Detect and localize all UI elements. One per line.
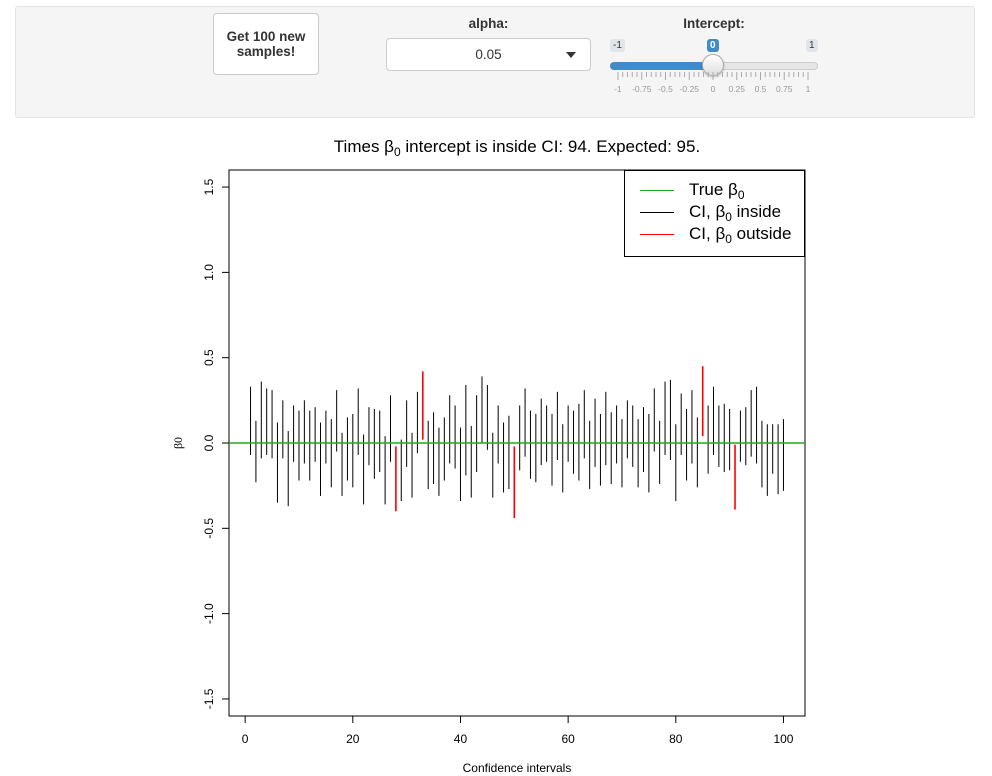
slider-min-label: -1	[610, 39, 625, 52]
x-tick-label: 0	[242, 732, 249, 746]
plot-title-subscript: 0	[393, 145, 401, 159]
plot-title-prefix: Times β	[333, 137, 394, 156]
intercept-slider-fill	[610, 62, 713, 70]
x-tick-label: 80	[669, 732, 683, 746]
slider-grid-label: -0.75	[632, 84, 652, 94]
intercept-label: Intercept:	[683, 16, 745, 31]
alpha-label: alpha:	[468, 16, 509, 31]
x-tick-label: 100	[773, 732, 793, 746]
legend-swatch	[640, 212, 674, 213]
legend-swatch	[640, 234, 674, 235]
legend-label: CI, β0 inside	[689, 202, 782, 224]
y-axis-label: β0	[171, 437, 185, 449]
legend-label: CI, β0 outside	[689, 224, 792, 246]
alpha-select[interactable]: 0.05	[386, 38, 591, 71]
slider-grid-label: 1	[805, 84, 811, 94]
slider-grid-label: -1	[614, 84, 622, 94]
chevron-down-icon	[566, 52, 576, 58]
y-axis: -1.5 -1.0 -0.5 0.0 0.5 1.0 1.5	[202, 178, 230, 709]
x-tick-label: 40	[454, 732, 468, 746]
y-tick-label: -0.5	[202, 518, 216, 539]
slider-grid-label: 0.5	[754, 84, 767, 94]
legend-label: True β0	[689, 180, 745, 202]
slider-tick-marks	[617, 72, 809, 80]
slider-grid-label: -0.5	[658, 84, 673, 94]
slider-grid-label: 0	[710, 84, 716, 94]
x-axis-label: Confidence intervals	[463, 761, 572, 775]
alpha-select-value: 0.05	[475, 47, 502, 62]
legend-item: CI, β0 outside	[625, 224, 804, 246]
legend-item: True β0	[625, 180, 804, 202]
ci-segments	[250, 366, 784, 519]
slider-grid-label: -0.25	[679, 84, 699, 94]
plot-title-suffix: intercept is inside CI: 94. Expected: 95…	[400, 137, 701, 156]
plot-title: Times β0 intercept is inside CI: 94. Exp…	[0, 137, 992, 159]
plot-legend: True β0 CI, β0 inside CI, β0 outside	[624, 170, 805, 257]
legend-item: CI, β0 inside	[625, 202, 804, 224]
y-tick-label: 0.5	[202, 349, 216, 366]
slider-grid-label: 0.75	[775, 84, 793, 94]
x-axis: 0 20 40 60 80 100	[242, 715, 794, 746]
y-tick-label: 1.0	[202, 264, 216, 281]
y-tick-label: 1.5	[202, 178, 216, 195]
x-tick-label: 20	[346, 732, 360, 746]
slider-max-label: 1	[806, 39, 818, 52]
get-new-samples-button[interactable]: Get 100 new samples!	[213, 13, 319, 75]
y-tick-label: 0.0	[202, 434, 216, 451]
y-tick-label: -1.0	[202, 603, 216, 624]
x-tick-label: 60	[561, 732, 575, 746]
y-tick-label: -1.5	[202, 688, 216, 709]
slider-value-label: 0	[707, 39, 719, 52]
legend-swatch	[640, 190, 674, 191]
slider-grid-label: 0.25	[728, 84, 746, 94]
